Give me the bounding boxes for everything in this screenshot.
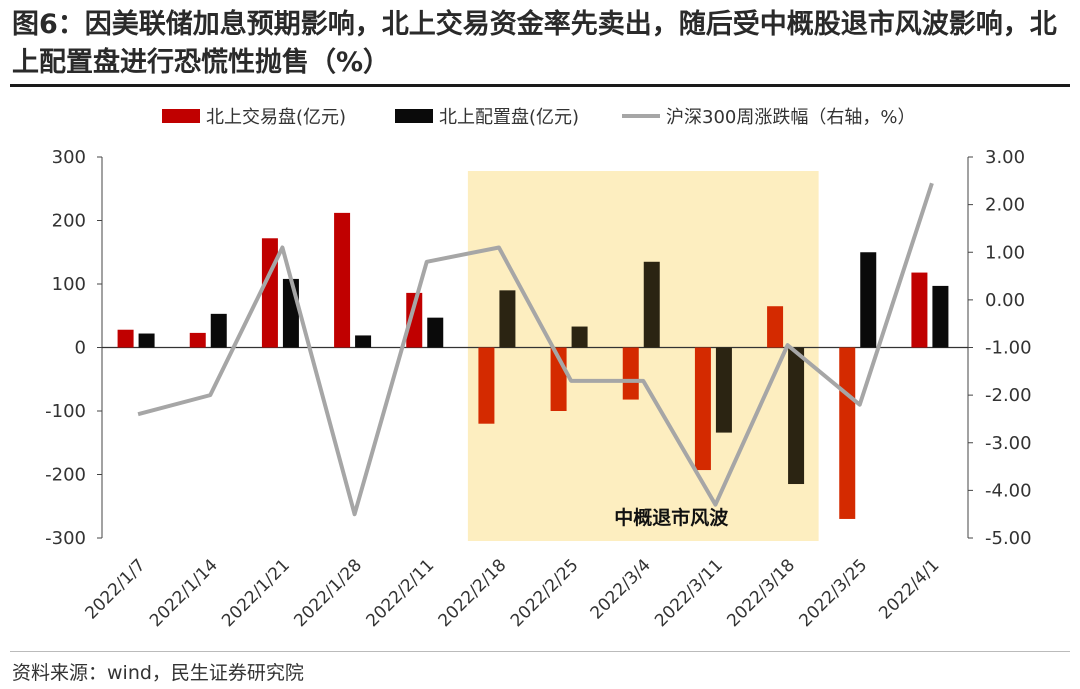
- bar-allocation: [282, 278, 299, 348]
- legend-allocation-swatch: [395, 109, 433, 123]
- bar-trading: [189, 332, 206, 348]
- x-tick-label: 2022/3/18: [723, 555, 799, 631]
- x-tick-label: 2022/2/25: [507, 555, 583, 631]
- title-divider: [10, 84, 1070, 87]
- x-tick-label: 2022/1/14: [146, 555, 222, 631]
- bar-trading: [334, 212, 351, 348]
- bar-trading: [622, 347, 639, 400]
- bar-trading: [911, 272, 928, 348]
- right-tick-label: 2.00: [985, 195, 1025, 216]
- legend-allocation-label: 北上配置盘(亿元): [439, 107, 579, 128]
- legend-trading-label: 北上交易盘(亿元): [206, 107, 346, 128]
- x-tick-label: 2022/1/7: [81, 555, 149, 623]
- bar-allocation: [138, 333, 155, 348]
- left-tick-label: 100: [52, 274, 86, 295]
- left-tick-label: 0: [75, 338, 86, 359]
- bar-trading: [261, 238, 278, 348]
- right-tick-label: 0.00: [985, 290, 1025, 311]
- bar-allocation: [355, 335, 372, 348]
- right-tick-label: 3.00: [985, 147, 1025, 168]
- x-tick-label: 2022/3/4: [587, 555, 655, 623]
- left-tick-label: -300: [45, 528, 86, 549]
- bar-trading: [839, 347, 856, 519]
- bar-allocation: [788, 347, 805, 485]
- right-tick-label: -5.00: [985, 528, 1032, 549]
- x-tick-label: 2022/2/18: [435, 555, 511, 631]
- x-tick-label: 2022/3/25: [796, 555, 872, 631]
- x-tick-label: 2022/1/28: [290, 555, 366, 631]
- chart-svg: 中概退市风波 300 200 100 0 -100 -200 -300 3.00 2.00 1.00…: [45, 107, 1032, 631]
- bar-allocation: [210, 313, 227, 348]
- bar-allocation: [499, 290, 516, 348]
- left-tick-label: -200: [45, 465, 86, 486]
- left-tick-label: 200: [52, 211, 86, 232]
- right-tick-label: -4.00: [985, 480, 1032, 501]
- x-tick-label: 2022/3/11: [651, 555, 727, 631]
- bar-allocation: [427, 317, 444, 348]
- chart-title: 图6：因美联储加息预期影响，北上交易资金率先卖出，随后受中概股退市风波影响，北上…: [12, 9, 1057, 78]
- x-tick-label: 2022/2/11: [363, 555, 439, 631]
- right-tick-label: -3.00: [985, 433, 1032, 454]
- bar-allocation: [571, 326, 588, 348]
- right-tick-label: -2.00: [985, 385, 1032, 406]
- legend-csi300-label: 沪深300周涨跌幅（右轴，%）: [666, 107, 915, 128]
- shaded-region-label: 中概退市风波: [614, 506, 729, 529]
- bar-trading: [767, 306, 784, 348]
- source-note: 资料来源：wind，民生证券研究院: [12, 662, 304, 684]
- bar-trading: [117, 329, 134, 348]
- legend-trading-swatch: [162, 109, 200, 123]
- source-divider: [10, 651, 1070, 652]
- left-tick-label: 300: [52, 147, 86, 168]
- bar-allocation: [860, 252, 877, 348]
- bar-trading: [478, 347, 495, 424]
- x-tick-label: 2022/1/21: [218, 555, 294, 631]
- left-tick-label: -100: [45, 401, 86, 422]
- shaded-region: [467, 171, 819, 541]
- bar-allocation: [932, 285, 949, 348]
- bar-trading: [406, 292, 423, 348]
- line-csi300: [137, 182, 934, 517]
- x-tick-label: 2022/4/1: [875, 555, 943, 623]
- bar-allocation: [715, 347, 732, 433]
- bar-trading: [694, 347, 711, 471]
- right-tick-label: 1.00: [985, 242, 1025, 263]
- right-tick-label: -1.00: [985, 338, 1032, 359]
- bar-allocation: [643, 261, 660, 348]
